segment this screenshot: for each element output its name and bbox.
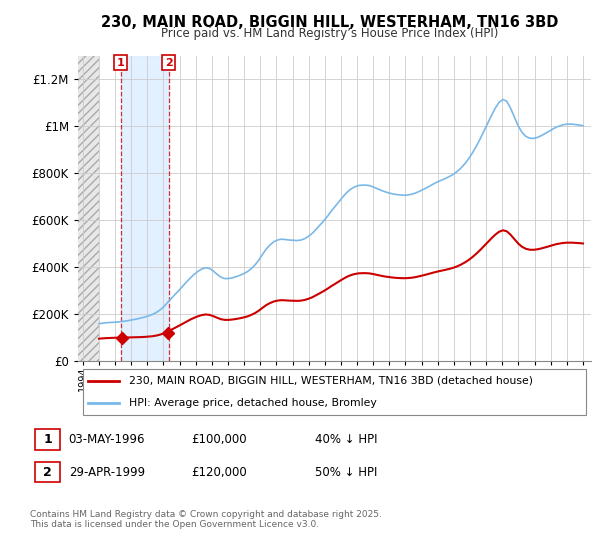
Text: 2: 2 (43, 465, 52, 479)
Bar (35, 461, 61, 483)
Text: Contains HM Land Registry data © Crown copyright and database right 2025.
This d: Contains HM Land Registry data © Crown c… (30, 510, 382, 529)
Text: 230, MAIN ROAD, BIGGIN HILL, WESTERHAM, TN16 3BD: 230, MAIN ROAD, BIGGIN HILL, WESTERHAM, … (101, 15, 559, 30)
Text: 40% ↓ HPI: 40% ↓ HPI (315, 432, 378, 446)
Text: 29-APR-1999: 29-APR-1999 (68, 465, 145, 479)
Text: £100,000: £100,000 (191, 432, 247, 446)
Bar (35, 429, 61, 450)
Text: HPI: Average price, detached house, Bromley: HPI: Average price, detached house, Brom… (130, 398, 377, 408)
Text: 230, MAIN ROAD, BIGGIN HILL, WESTERHAM, TN16 3BD (detached house): 230, MAIN ROAD, BIGGIN HILL, WESTERHAM, … (130, 376, 533, 386)
FancyBboxPatch shape (83, 370, 586, 414)
Text: 03-MAY-1996: 03-MAY-1996 (68, 432, 145, 446)
Text: 50% ↓ HPI: 50% ↓ HPI (315, 465, 377, 479)
Bar (121, 56, 169, 361)
Text: 2: 2 (165, 58, 173, 68)
Text: 1: 1 (43, 432, 52, 446)
Text: Price paid vs. HM Land Registry’s House Price Index (HPI): Price paid vs. HM Land Registry’s House … (161, 27, 499, 40)
Text: 1: 1 (117, 58, 125, 68)
Text: £120,000: £120,000 (191, 465, 247, 479)
